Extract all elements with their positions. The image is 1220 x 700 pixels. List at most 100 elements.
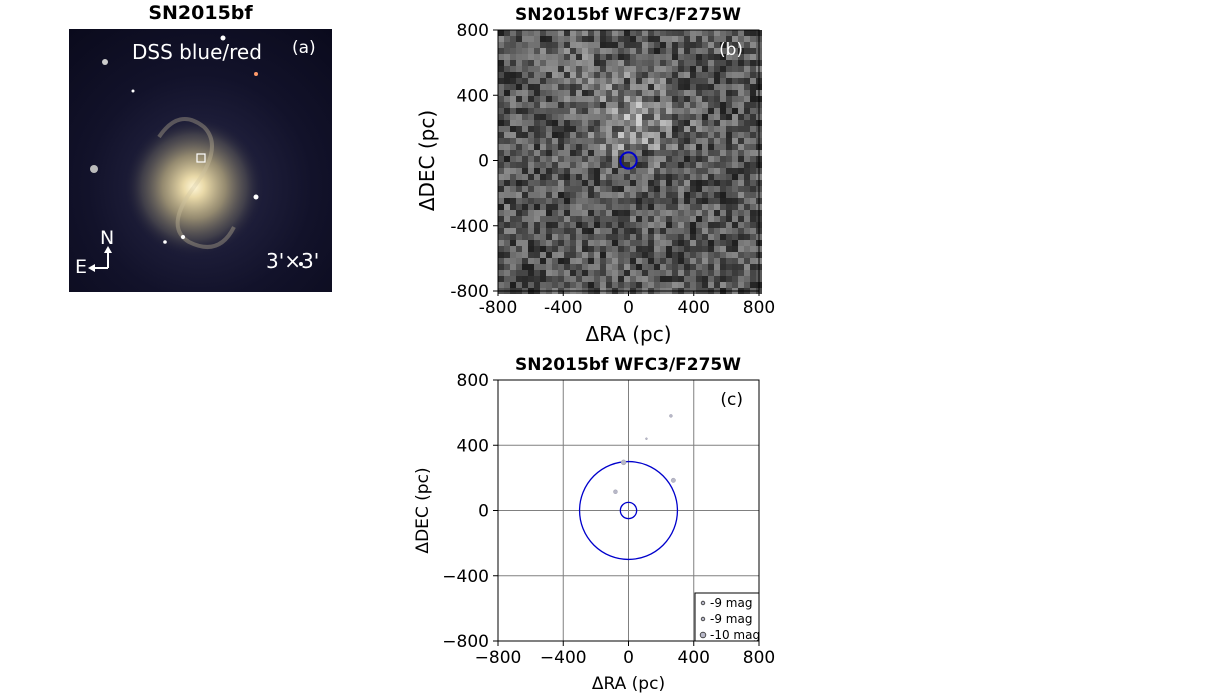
image-pixel xyxy=(630,186,636,192)
image-pixel xyxy=(600,138,606,144)
image-pixel xyxy=(582,78,588,84)
image-pixel xyxy=(522,174,528,180)
image-pixel xyxy=(546,36,552,42)
image-pixel xyxy=(696,138,702,144)
image-pixel xyxy=(612,90,618,96)
image-pixel xyxy=(582,162,588,168)
image-pixel xyxy=(516,66,522,72)
image-pixel xyxy=(576,204,582,210)
image-pixel xyxy=(582,42,588,48)
image-pixel xyxy=(600,78,606,84)
image-pixel xyxy=(540,90,546,96)
image-pixel xyxy=(648,150,654,156)
image-pixel xyxy=(546,192,552,198)
image-pixel xyxy=(708,60,714,66)
image-pixel xyxy=(690,108,696,114)
image-pixel xyxy=(504,90,510,96)
legend-box xyxy=(694,592,760,642)
image-pixel xyxy=(564,90,570,96)
image-pixel xyxy=(594,102,600,108)
image-pixel xyxy=(660,234,666,240)
image-pixel xyxy=(714,132,720,138)
image-pixel xyxy=(654,78,660,84)
image-pixel xyxy=(702,162,708,168)
image-pixel xyxy=(546,60,552,66)
image-pixel xyxy=(498,162,504,168)
image-pixel xyxy=(654,90,660,96)
image-pixel xyxy=(516,126,522,132)
image-pixel xyxy=(696,30,702,36)
image-pixel xyxy=(552,54,558,60)
image-pixel xyxy=(540,240,546,246)
image-pixel xyxy=(720,84,726,90)
image-pixel xyxy=(600,132,606,138)
image-pixel xyxy=(684,144,690,150)
image-pixel xyxy=(720,162,726,168)
image-pixel xyxy=(588,270,594,276)
image-pixel xyxy=(606,96,612,102)
image-pixel xyxy=(498,210,504,216)
image-pixel xyxy=(678,216,684,222)
image-pixel xyxy=(642,144,648,150)
image-pixel xyxy=(714,168,720,174)
image-pixel xyxy=(510,96,516,102)
image-pixel xyxy=(708,234,714,240)
image-pixel xyxy=(678,168,684,174)
image-pixel xyxy=(582,54,588,60)
image-pixel xyxy=(618,270,624,276)
image-pixel xyxy=(594,90,600,96)
image-pixel xyxy=(714,90,720,96)
image-pixel xyxy=(558,66,564,72)
image-pixel xyxy=(684,204,690,210)
image-pixel xyxy=(690,36,696,42)
image-pixel xyxy=(732,42,738,48)
image-pixel xyxy=(630,246,636,252)
image-pixel xyxy=(720,282,726,288)
image-pixel xyxy=(504,174,510,180)
image-pixel xyxy=(534,102,540,108)
image-pixel xyxy=(690,156,696,162)
image-pixel xyxy=(642,270,648,276)
image-pixel xyxy=(642,132,648,138)
image-pixel xyxy=(732,72,738,78)
image-pixel xyxy=(594,174,600,180)
image-pixel xyxy=(636,180,642,186)
image-pixel xyxy=(564,138,570,144)
image-pixel xyxy=(522,138,528,144)
image-pixel xyxy=(732,144,738,150)
image-pixel xyxy=(720,126,726,132)
image-pixel xyxy=(696,216,702,222)
image-pixel xyxy=(720,48,726,54)
image-pixel xyxy=(546,198,552,204)
image-pixel xyxy=(654,132,660,138)
image-pixel xyxy=(624,60,630,66)
image-pixel xyxy=(684,120,690,126)
image-pixel xyxy=(504,180,510,186)
image-pixel xyxy=(606,150,612,156)
image-pixel xyxy=(642,102,648,108)
image-pixel xyxy=(594,204,600,210)
image-pixel xyxy=(738,180,744,186)
image-pixel xyxy=(510,246,516,252)
image-pixel xyxy=(654,120,660,126)
image-pixel xyxy=(744,150,750,156)
image-pixel xyxy=(696,276,702,282)
image-pixel xyxy=(594,36,600,42)
image-pixel xyxy=(720,132,726,138)
image-pixel xyxy=(690,270,696,276)
image-pixel xyxy=(498,258,504,264)
image-pixel xyxy=(612,228,618,234)
image-pixel xyxy=(636,264,642,270)
image-pixel xyxy=(744,252,750,258)
image-pixel xyxy=(606,180,612,186)
image-pixel xyxy=(744,228,750,234)
image-pixel xyxy=(636,210,642,216)
image-pixel xyxy=(726,84,732,90)
image-pixel xyxy=(546,282,552,288)
image-pixel xyxy=(534,174,540,180)
image-pixel xyxy=(582,102,588,108)
x-tick-label: -400 xyxy=(544,298,583,318)
image-pixel xyxy=(684,78,690,84)
image-pixel xyxy=(564,150,570,156)
legend-entry: -9 mag xyxy=(710,596,752,610)
